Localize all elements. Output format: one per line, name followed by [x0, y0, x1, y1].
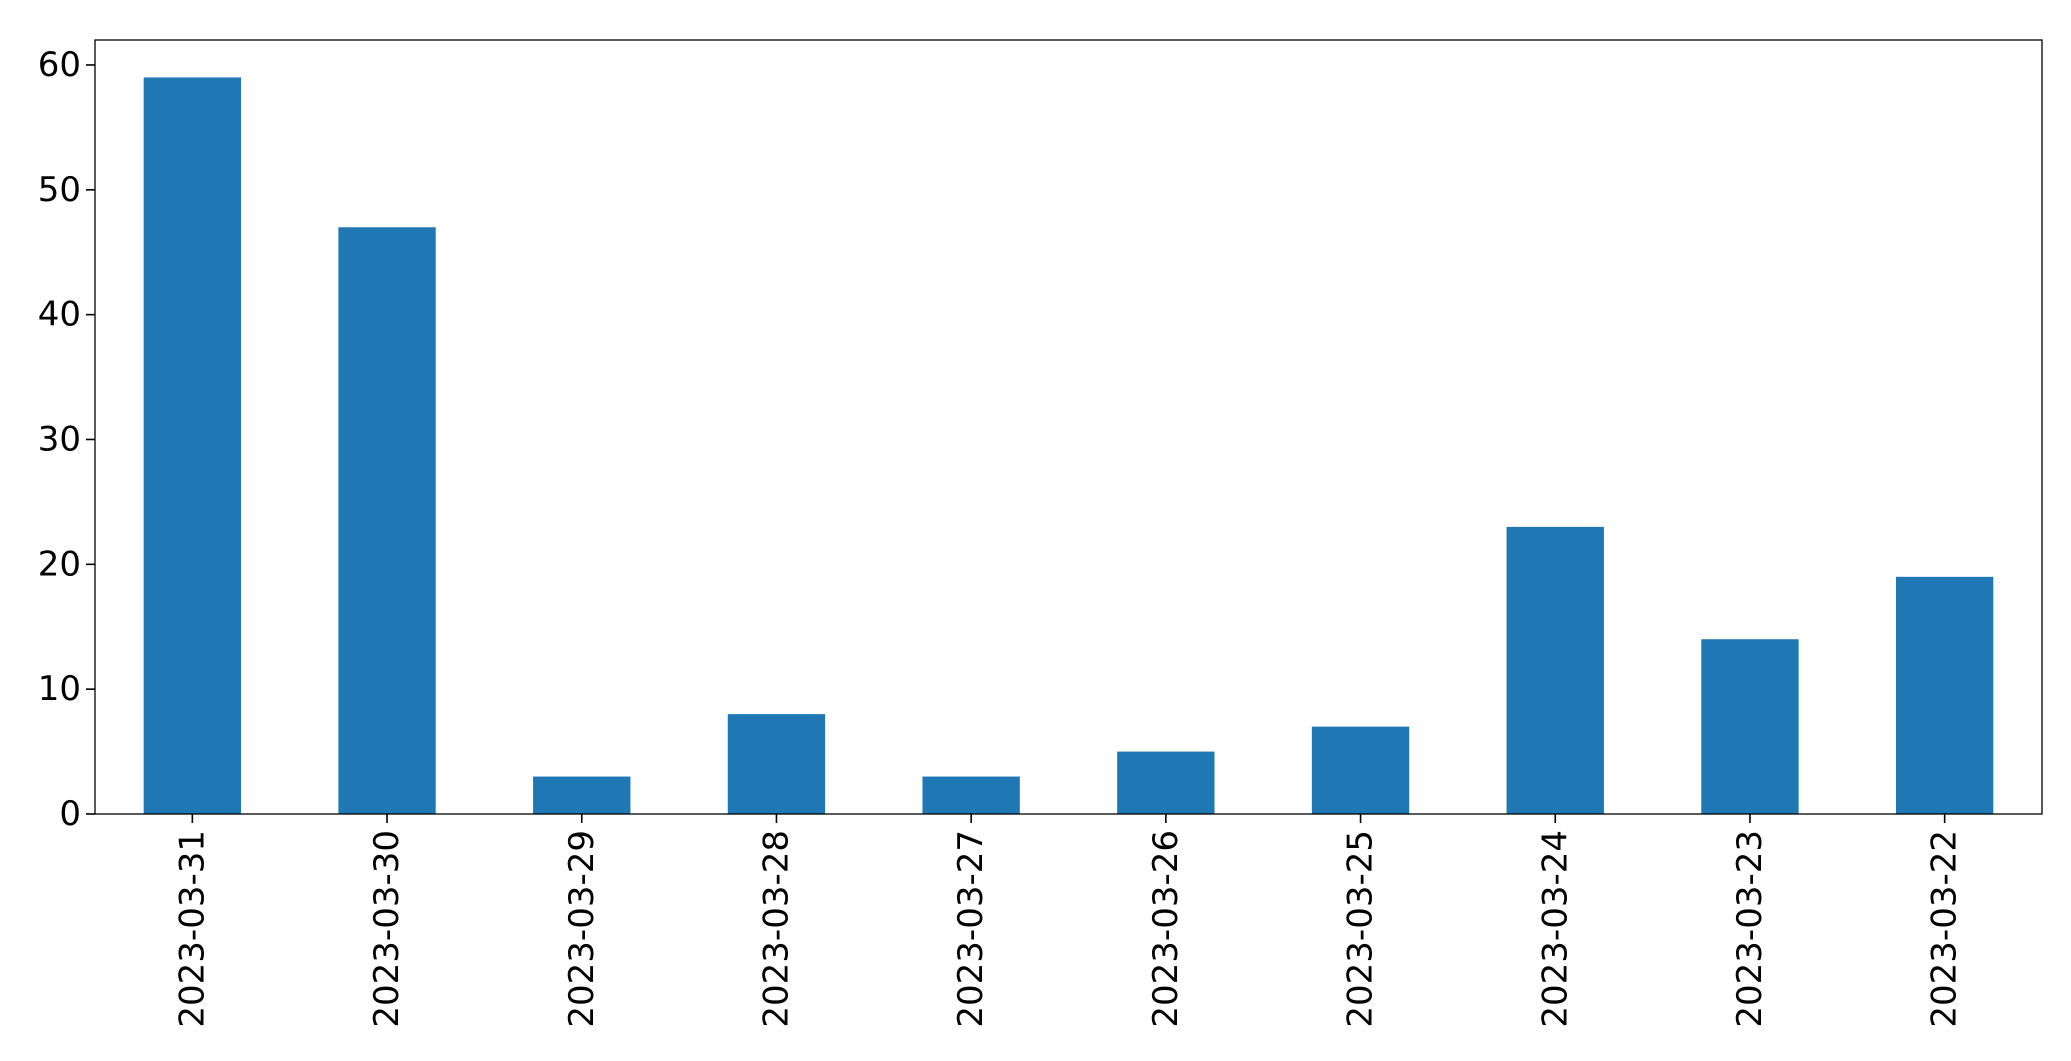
- x-axis: 2023-03-31 2023-03-30 2023-03-29 2023-03-28…: [172, 814, 1965, 1028]
- x-tick-label: 2023-03-31: [172, 830, 212, 1028]
- y-axis: 0 10 20 30 40 50 60: [38, 45, 95, 834]
- x-tick-label: 2023-03-28: [756, 830, 796, 1028]
- bar-2023-03-27: [922, 776, 1020, 814]
- x-tick-label: 2023-03-27: [951, 830, 991, 1028]
- y-tick-label: 10: [38, 669, 81, 709]
- y-tick-label: 50: [38, 170, 81, 210]
- y-tick-label: 30: [38, 419, 81, 459]
- bar-2023-03-23: [1701, 639, 1799, 814]
- bar-2023-03-26: [1117, 751, 1215, 814]
- bars-group: [143, 77, 1994, 815]
- bar-2023-03-25: [1311, 726, 1410, 814]
- bar-2023-03-22: [1895, 576, 1994, 814]
- x-tick-label: 2023-03-25: [1341, 830, 1381, 1028]
- bar-2023-03-24: [1506, 526, 1604, 814]
- y-tick-label: 40: [38, 295, 81, 335]
- y-tick-label: 0: [59, 794, 81, 834]
- bar-2023-03-31: [143, 77, 242, 815]
- x-tick-label: 2023-03-23: [1730, 830, 1770, 1028]
- x-tick-label: 2023-03-22: [1925, 830, 1965, 1028]
- y-tick-label: 20: [38, 544, 81, 584]
- bar-2023-03-30: [338, 227, 436, 815]
- bar-2023-03-28: [727, 714, 826, 814]
- y-tick-label: 60: [38, 45, 81, 85]
- plot-frame: [94, 39, 2043, 815]
- x-tick-label: 2023-03-29: [562, 830, 602, 1028]
- x-tick-label: 2023-03-26: [1146, 830, 1186, 1028]
- x-tick-label: 2023-03-24: [1535, 830, 1575, 1028]
- bar-2023-03-29: [533, 776, 631, 814]
- x-tick-label: 2023-03-30: [367, 830, 407, 1028]
